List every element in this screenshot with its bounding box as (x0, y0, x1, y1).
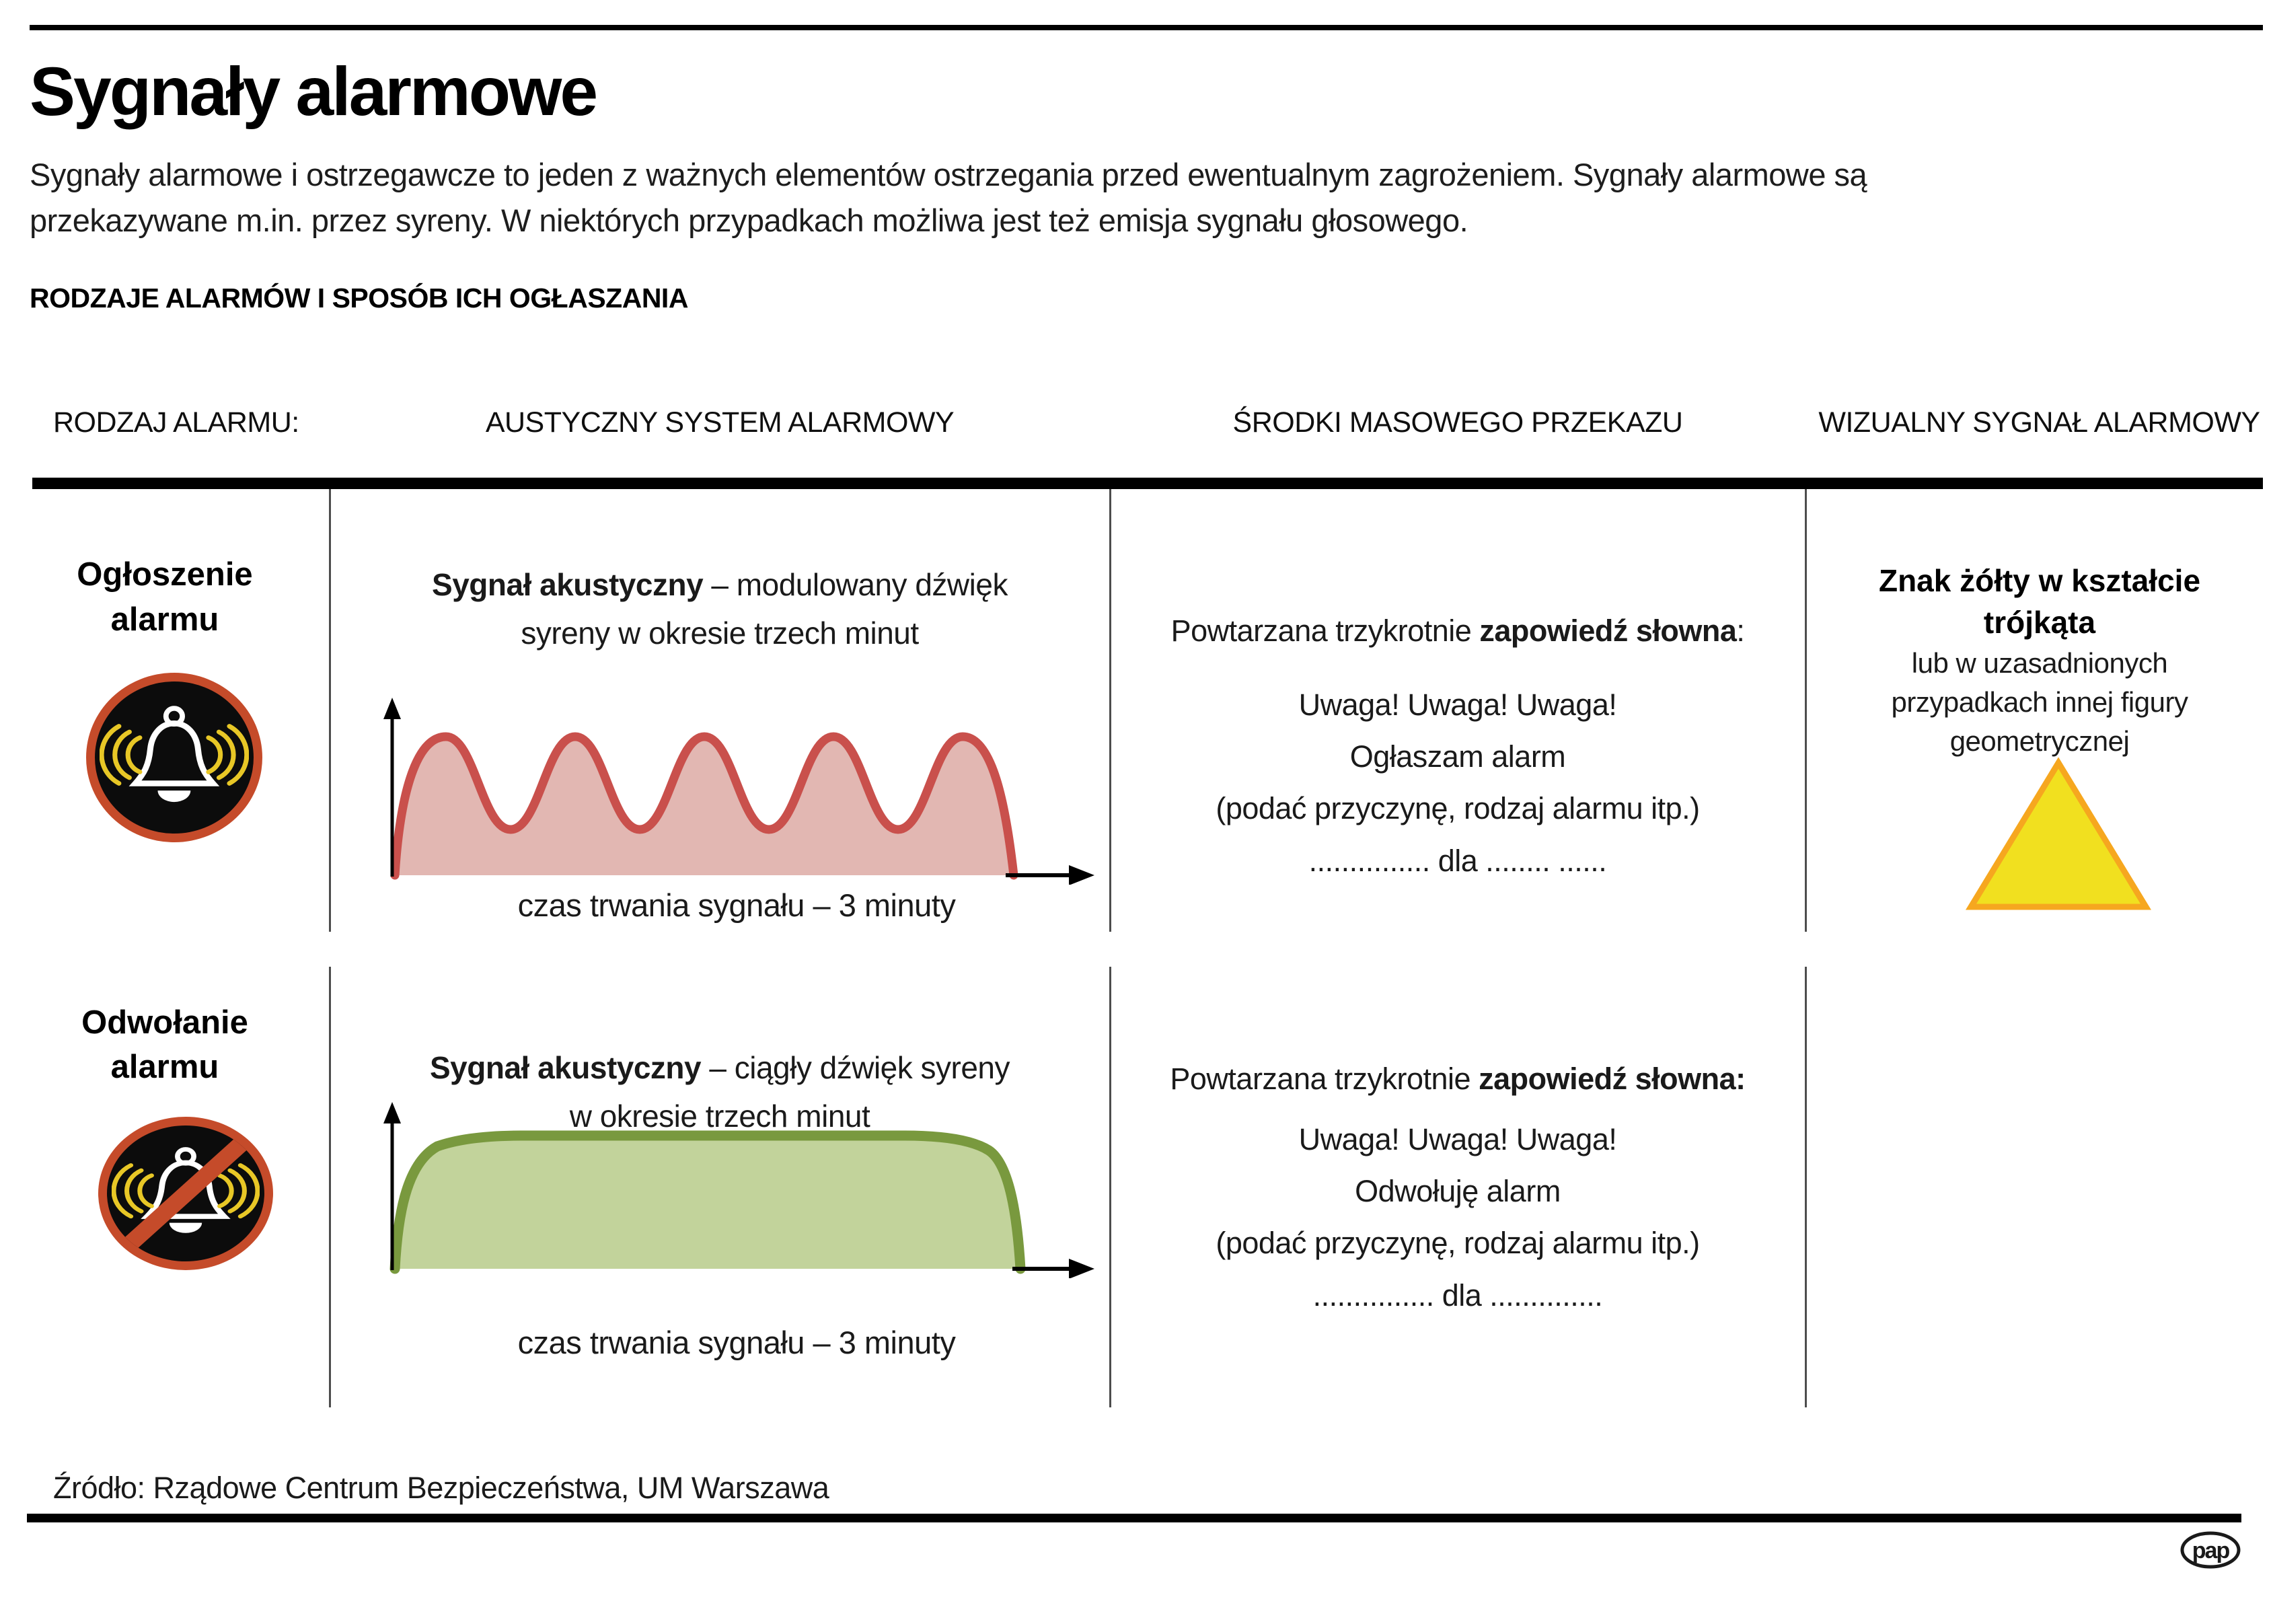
continuous-signal-chart (383, 1102, 1094, 1278)
continuous-signal-fill (395, 1136, 1020, 1269)
row2-type-label-line2: alarmu (110, 1049, 219, 1085)
bottom-rule (27, 1514, 2241, 1522)
row1-acoustic-rest: – modulowany dźwięk (703, 567, 1008, 602)
column-divider (329, 489, 331, 932)
column-header-acoustic: AUSTYCZNY SYSTEM ALARMOWY (485, 406, 955, 439)
pap-logo-text: pap (2192, 1538, 2230, 1563)
row1-type-label-line2: alarmu (110, 601, 219, 638)
modulated-signal-wave (390, 732, 1018, 880)
row2-media-line1: Uwaga! Uwaga! Uwaga! (1298, 1122, 1617, 1156)
column-header-type: RODZAJ ALARMU: (53, 406, 299, 439)
bell-body (128, 720, 220, 786)
yellow-triangle (1966, 757, 2151, 910)
bell-icon (112, 1147, 260, 1233)
column-divider (1805, 489, 1807, 932)
row1-media-line3: (podać przyczynę, rodzaj alarmu itp.) (1216, 791, 1700, 825)
row2-acoustic-heading-line2: w okresie trzech minut (569, 1099, 870, 1134)
row2-acoustic-bold: Sygnał akustyczny (429, 1050, 702, 1085)
section-title: RODZAJE ALARMÓW I SPOSÓB ICH OGŁASZANIA (30, 283, 688, 313)
row2-media-heading: Powtarzana trzykrotnie zapowiedź słowna: (1111, 1062, 1804, 1097)
row1-media-line4: ............... dla ........ ...... (1308, 844, 1607, 878)
row2-media-line4: ............... dla .............. (1312, 1278, 1603, 1313)
row1-media-line2: Ogłaszam alarm (1349, 739, 1566, 774)
y-axis-arrow (383, 1102, 401, 1123)
y-axis-arrow (383, 698, 401, 719)
row1-visual-bold-line1: Znak żółty w kształcie (1878, 563, 2201, 598)
source-text: Źródło: Rządowe Centrum Bezpieczeństwa, … (53, 1471, 829, 1505)
row2-acoustic-rest: – ciągły dźwięk syreny (701, 1050, 1010, 1085)
row1-chart-caption: czas trwania sygnału – 3 minuty (517, 887, 956, 923)
row1-acoustic-heading-line2: syreny w okresie trzech minut (521, 616, 919, 651)
row1-acoustic-heading-line1: Sygnał akustyczny – modulowany dźwięk (336, 566, 1103, 603)
row1-media-heading: Powtarzana trzykrotnie zapowiedź słowna: (1111, 614, 1804, 649)
intro-line-2: przekazywane m.in. przez syreny. W niekt… (30, 202, 1468, 238)
bell-clapper (157, 790, 191, 802)
pap-logo: pap (2180, 1531, 2241, 1569)
bell-icon (100, 705, 249, 802)
column-divider (1109, 489, 1111, 932)
row2-type-label-line1: Odwołanie (81, 1004, 248, 1041)
row1-media-bold: zapowiedź słowna (1479, 614, 1737, 648)
x-axis-arrow (1069, 1259, 1094, 1278)
column-divider (329, 967, 331, 1407)
row1-media-line1: Uwaga! Uwaga! Uwaga! (1298, 688, 1617, 722)
intro-line-1: Sygnały alarmowe i ostrzegawcze to jeden… (30, 157, 1867, 192)
sound-waves (100, 723, 249, 786)
row2-chart-caption: czas trwania sygnału – 3 minuty (517, 1325, 956, 1360)
bell-clapper (169, 1222, 202, 1233)
row1-visual-line4: przypadkach innej figury (1891, 686, 2188, 718)
pap-logo-oval (2180, 1531, 2241, 1569)
warning-triangle-icon (1966, 757, 2151, 910)
row2-media-line3: (podać przyczynę, rodzaj alarmu itp.) (1216, 1226, 1700, 1260)
row2-media-bold: zapowiedź słowna: (1479, 1062, 1746, 1096)
row1-media-prefix: Powtarzana trzykrotnie (1170, 614, 1480, 648)
row1-type-label-line1: Ogłoszenie (77, 556, 253, 593)
modulated-signal-chart (383, 698, 1094, 885)
header-rule (32, 478, 2263, 489)
page-title: Sygnały alarmowe (30, 53, 598, 130)
continuous-signal-line (389, 1130, 1026, 1274)
row1-media-suffix: : (1736, 614, 1745, 648)
column-divider (1805, 967, 1807, 1407)
top-rule (30, 25, 2263, 30)
row1-visual-line5: geometrycznej (1949, 725, 2130, 757)
column-header-visual: WIZUALNY SYGNAŁ ALARMOWY (1818, 406, 2260, 439)
row1-acoustic-bold: Sygnał akustyczny (432, 567, 704, 602)
alarm-bell-icon (86, 673, 262, 842)
column-header-media: ŚRODKI MASOWEGO PRZEKAZU (1232, 406, 1683, 439)
row2-media-line2: Odwołuję alarm (1355, 1174, 1561, 1208)
row1-visual-line3: lub w uzasadnionych (1911, 647, 2168, 679)
alarm-cancelled-icon (98, 1117, 273, 1270)
x-axis-arrow (1069, 865, 1094, 885)
sound-waves (112, 1163, 260, 1219)
column-divider (1109, 967, 1111, 1407)
row2-media-prefix: Powtarzana trzykrotnie (1170, 1062, 1479, 1096)
row1-visual-bold-line2: trójkąta (1983, 605, 2096, 640)
row2-acoustic-heading-line1: Sygnał akustyczny – ciągły dźwięk syreny (336, 1049, 1103, 1086)
